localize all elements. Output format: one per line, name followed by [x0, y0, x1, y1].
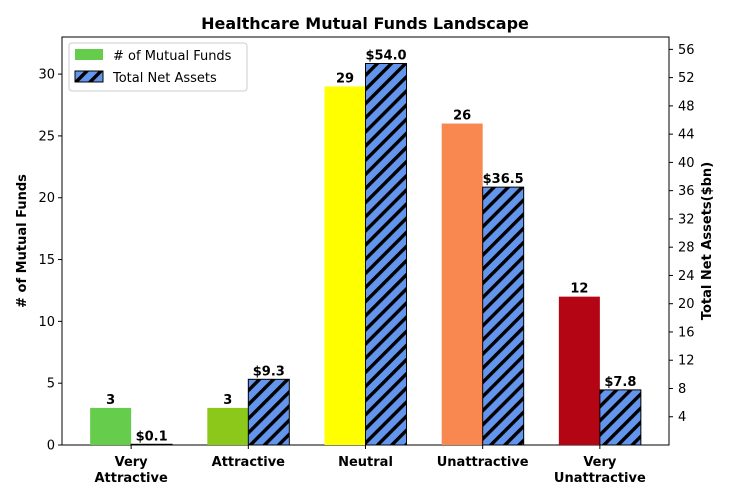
legend-label-funds: # of Mutual Funds — [113, 49, 232, 64]
bar-funds — [324, 86, 366, 446]
plot-area: 051015202530481216202428323640444852563$… — [38, 36, 695, 486]
y2-tick-label: 20 — [678, 297, 695, 312]
y-axis-title: # of Mutual Funds — [15, 174, 30, 308]
legend-swatch-funds — [75, 49, 103, 60]
y2-tick-label: 56 — [678, 43, 695, 58]
bar-funds — [558, 296, 600, 445]
legend-box — [68, 42, 248, 92]
category-label: Very Unattractive — [554, 455, 646, 486]
bar-assets-label: $54.0 — [365, 48, 406, 63]
bar-funds-label: 3 — [223, 393, 232, 408]
bar-funds — [207, 407, 249, 445]
bar-assets-label: $36.5 — [483, 172, 524, 187]
y2-tick-label: 12 — [678, 354, 695, 369]
y2-tick-label: 40 — [678, 156, 695, 171]
y-tick-label: 5 — [47, 377, 55, 392]
y2-tick-label: 44 — [678, 128, 695, 143]
y2-axis-title: Total Net Assets($bn) — [700, 162, 715, 320]
bar-funds-label: 29 — [336, 71, 354, 86]
bar-funds-label: 26 — [453, 109, 471, 124]
bar-funds-label: 3 — [106, 393, 115, 408]
legend-label-assets: Total Net Assets — [112, 71, 217, 86]
y-tick-label: 0 — [47, 439, 55, 454]
bar-assets — [482, 186, 525, 446]
y-tick-label: 15 — [38, 253, 55, 268]
category-label: Attractive — [212, 455, 286, 470]
bar-funds-label: 12 — [570, 282, 588, 297]
chart-title: Healthcare Mutual Funds Landscape — [201, 14, 529, 33]
bar-assets-label: $0.1 — [136, 429, 168, 444]
bar-assets — [130, 443, 173, 446]
bar-funds — [90, 407, 132, 445]
y-tick-label: 10 — [38, 315, 55, 330]
y2-tick-label: 36 — [678, 184, 695, 199]
y2-tick-label: 48 — [678, 99, 695, 114]
y2-tick-label: 16 — [678, 325, 695, 340]
y2-tick-label: 4 — [678, 410, 686, 425]
y2-tick-label: 8 — [678, 382, 686, 397]
bar-assets — [247, 378, 290, 446]
category-label: Very Attractive — [94, 455, 168, 486]
legend: # of Mutual Funds Total Net Assets — [68, 42, 248, 92]
bar-assets-label: $7.8 — [604, 375, 636, 390]
y2-tick-label: 32 — [678, 212, 695, 227]
y2-tick-label: 24 — [678, 269, 695, 284]
y-tick-label: 25 — [38, 129, 55, 144]
category-label: Neutral — [338, 455, 393, 470]
bar-assets-label: $9.3 — [253, 364, 285, 379]
y-tick-label: 30 — [38, 68, 55, 83]
legend-swatch-assets — [74, 70, 104, 83]
y2-tick-label: 52 — [678, 71, 695, 86]
y2-tick-label: 28 — [678, 241, 695, 256]
bar-assets — [365, 62, 407, 446]
category-label: Unattractive — [437, 455, 529, 470]
y-tick-label: 20 — [38, 191, 55, 206]
bar-funds — [441, 123, 483, 445]
bar-assets — [599, 389, 642, 446]
